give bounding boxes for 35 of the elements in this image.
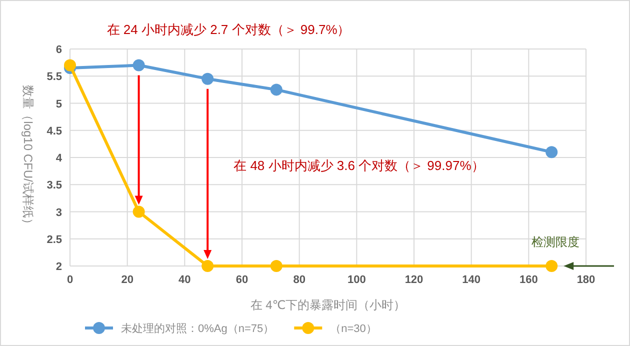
point (270, 84, 282, 96)
x-tick-label: 120 (404, 274, 424, 286)
y-tick-label: 6 (56, 44, 62, 56)
point (132, 206, 145, 218)
x-tick-label: 80 (293, 274, 306, 286)
annotation: 在 48 小时内减少 3.6 个对数（＞ 99.97%） (234, 158, 484, 173)
x-tick-label: 60 (236, 274, 248, 286)
legend-label: （n=30） (330, 323, 377, 335)
y-tick-label: 2 (56, 261, 62, 273)
y-tick-label: 4 (56, 152, 63, 164)
point (270, 260, 282, 272)
point (546, 146, 558, 158)
point (202, 72, 214, 85)
x-tick-label: 160 (519, 274, 538, 286)
y-tick-label: 3 (56, 206, 62, 219)
point (202, 260, 214, 272)
x-tick-label: 100 (347, 274, 366, 286)
x-tick-label: 140 (462, 274, 481, 286)
point (64, 59, 76, 72)
point (546, 260, 558, 272)
x-tick-label: 0 (66, 274, 74, 286)
x-tick-label: 40 (178, 274, 191, 286)
point (132, 59, 145, 72)
x-axis-title: 在 4℃下的暴露时间（小时） (250, 298, 406, 312)
y-tick-label: 3.5 (46, 180, 62, 192)
x-tick-label: 180 (576, 274, 596, 286)
y-tick-label: 4.5 (46, 125, 62, 138)
x-tick-label: 20 (121, 274, 134, 286)
y-tick-label: 2.5 (46, 234, 62, 246)
annotation: 检测限度 (532, 235, 580, 249)
y-axis-title: 数量（log10 CFU/试样纸） (21, 85, 35, 230)
legend-label: 未处理的对照：0%Ag（n=75） (121, 322, 274, 335)
y-tick-label: 5.5 (46, 71, 62, 84)
y-tick-label: 5 (56, 98, 62, 110)
text: 在 24 小时内减少 2.7 个对数（＞ 99.7%） (106, 22, 350, 37)
